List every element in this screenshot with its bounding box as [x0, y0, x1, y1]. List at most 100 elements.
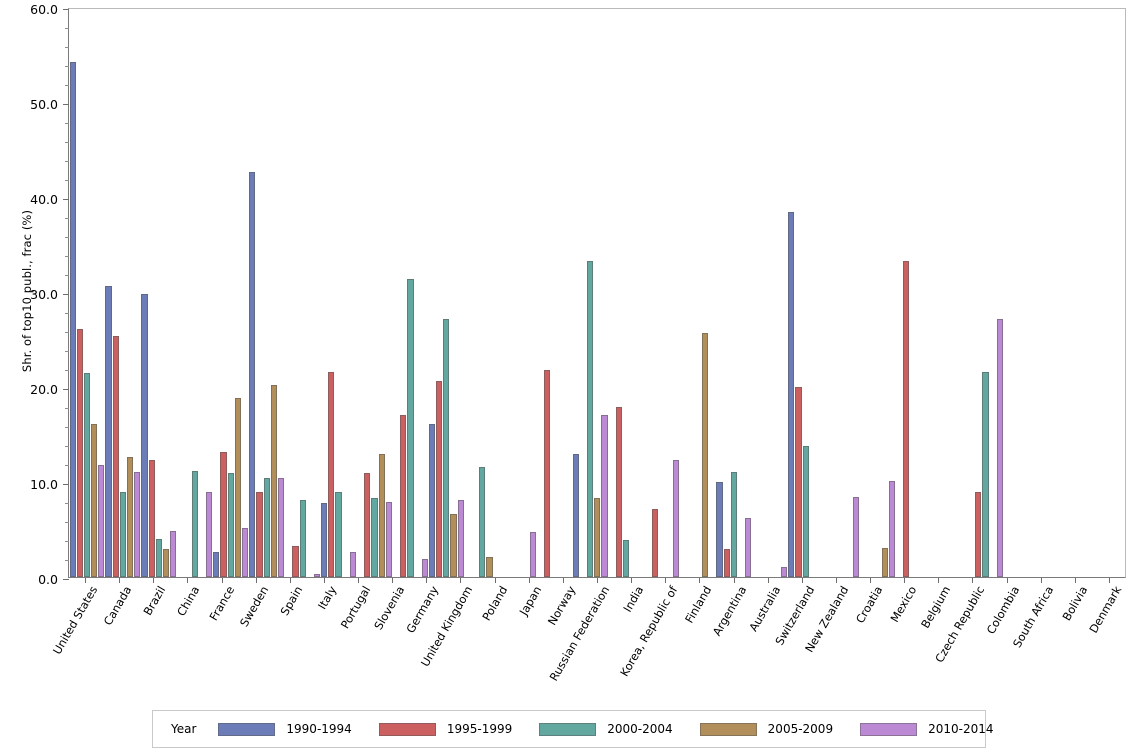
legend-swatch	[539, 722, 597, 736]
bar	[206, 492, 213, 577]
y-tick-minor	[65, 541, 69, 542]
y-axis-title: Shr. of top10 publ., frac (%)	[4, 0, 34, 372]
y-tick-minor	[65, 275, 69, 276]
legend-item[interactable]: 1995-1999	[378, 722, 513, 736]
x-tick-label: Bolivia	[1059, 584, 1091, 624]
legend-item[interactable]: 2010-2014	[860, 722, 994, 736]
bar	[457, 500, 464, 577]
y-tick-minor	[65, 427, 69, 428]
y-tick-minor	[65, 446, 69, 447]
x-tick-label: Belgium	[919, 584, 954, 631]
y-tick-major: 20.0	[30, 382, 69, 397]
legend-swatch	[218, 722, 276, 736]
y-tick-minor	[65, 142, 69, 143]
legend-label: 1990-1994	[286, 722, 352, 736]
y-tick-minor	[65, 47, 69, 48]
bar	[615, 406, 622, 577]
y-tick-minor	[65, 351, 69, 352]
y-tick-major: 40.0	[30, 192, 69, 207]
x-tick	[255, 578, 257, 583]
bar	[428, 424, 436, 577]
x-tick	[631, 578, 633, 583]
x-tick	[119, 578, 121, 583]
x-tick-label: Croatia	[853, 584, 886, 626]
x-tick	[494, 578, 496, 583]
y-tick-minor	[65, 503, 69, 504]
bar-groups	[69, 9, 1125, 577]
y-tick-minor	[65, 370, 69, 371]
y-tick-minor	[65, 408, 69, 409]
legend-label: 2000-2004	[607, 722, 673, 736]
legend-label: 1995-1999	[446, 722, 513, 736]
legend-swatch	[378, 722, 436, 736]
x-tick	[835, 578, 837, 583]
x-tick	[187, 578, 189, 583]
x-tick	[358, 578, 360, 583]
x-tick-label: Finland	[683, 584, 715, 626]
bar	[982, 371, 989, 577]
legend-title: Year	[171, 722, 197, 736]
bar-group	[249, 9, 285, 577]
x-tick	[801, 578, 803, 583]
bar	[292, 545, 299, 577]
x-tick	[289, 578, 291, 583]
bar	[400, 414, 407, 577]
y-tick-label: 40.0	[30, 192, 58, 207]
bar	[673, 460, 680, 577]
bar	[242, 527, 249, 577]
y-tick-minor	[65, 465, 69, 466]
y-tick-major: 10.0	[30, 477, 69, 492]
bar-group	[752, 9, 788, 577]
y-tick-label: 0.0	[38, 572, 58, 587]
legend-item[interactable]: 2005-2009	[699, 722, 833, 736]
bar-group	[680, 9, 716, 577]
x-tick-label: India	[621, 584, 647, 615]
x-tick	[1040, 578, 1042, 583]
y-tick-label: 10.0	[30, 477, 58, 492]
bar	[881, 547, 888, 577]
y-tick-label: 20.0	[30, 382, 58, 397]
bar	[91, 424, 98, 577]
x-tick	[733, 578, 735, 583]
x-tick-label: Brazil	[141, 584, 169, 618]
x-tick	[221, 578, 223, 583]
bar	[443, 318, 450, 577]
x-tick-label: France	[206, 584, 237, 624]
x-tick-label: Norway	[545, 584, 579, 628]
bar	[249, 172, 256, 577]
y-tick-minor	[65, 28, 69, 29]
bar	[364, 472, 371, 577]
bar-group	[500, 9, 536, 577]
legend-item[interactable]: 1990-1994	[218, 722, 352, 736]
bar-group	[1075, 9, 1111, 577]
x-tick	[699, 578, 701, 583]
bar	[903, 260, 910, 577]
x-tick-label: China	[175, 584, 203, 619]
bar	[105, 286, 112, 577]
bar	[572, 454, 579, 577]
bar	[277, 478, 285, 577]
y-tick-label: 60.0	[30, 2, 58, 17]
bar	[802, 445, 809, 577]
bar	[601, 414, 608, 577]
plot-area: 0.0 10.0 20.0 30.0 40.0 50.0 60.0	[30, 2, 1126, 587]
y-tick-major: 30.0	[30, 287, 69, 302]
legend-swatch	[699, 722, 757, 736]
bar	[134, 471, 141, 577]
legend-swatch	[860, 722, 918, 736]
bar	[191, 470, 198, 577]
bar	[148, 460, 155, 577]
bar-group	[896, 9, 932, 577]
x-tick	[597, 578, 598, 583]
bar	[313, 574, 321, 577]
legend-item[interactable]: 2000-2004	[539, 722, 673, 736]
x-tick	[562, 578, 564, 583]
bar-group	[213, 9, 249, 577]
bar	[127, 457, 134, 577]
bar	[543, 369, 551, 577]
y-tick-minor	[65, 522, 69, 523]
bar	[349, 552, 356, 577]
bar	[996, 318, 1003, 577]
x-tick-label: Sweden	[237, 584, 271, 630]
x-tick	[938, 578, 940, 583]
